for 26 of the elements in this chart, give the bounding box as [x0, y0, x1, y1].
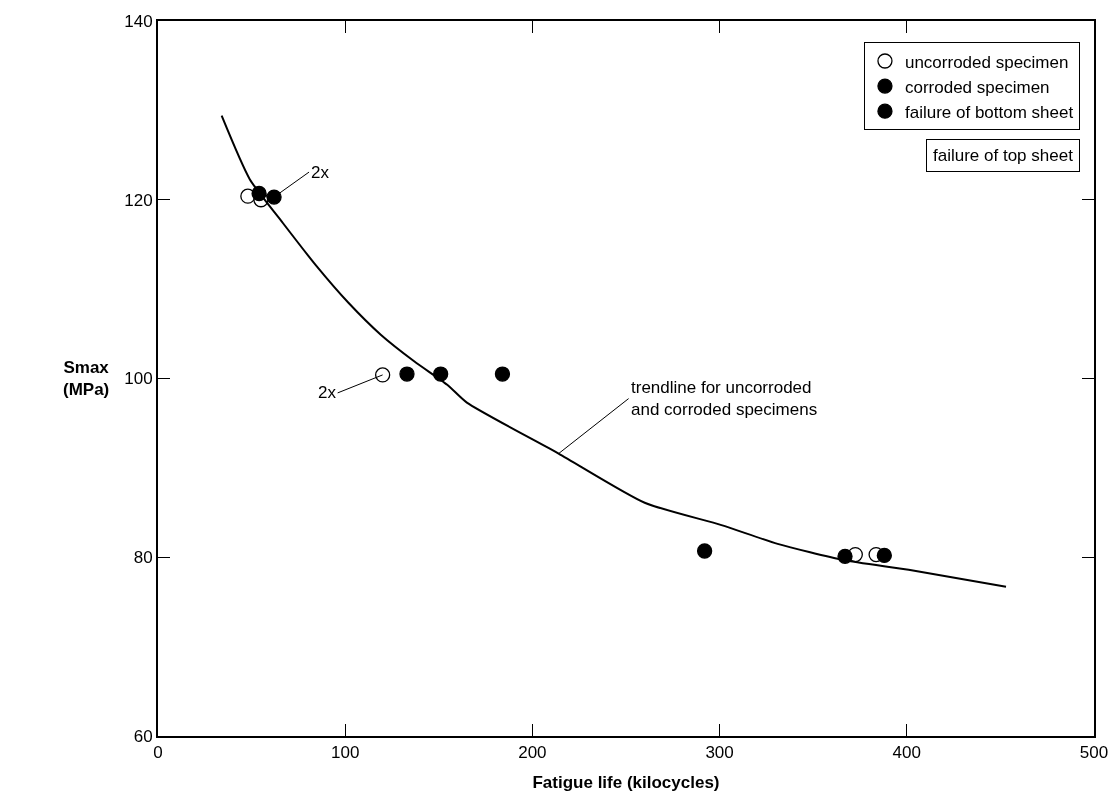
- annotation: trendline for uncorroded and corroded specimens: [631, 378, 818, 420]
- point: [399, 366, 415, 382]
- y-tick-label: 140: [124, 11, 153, 31]
- x-tick-label: 0: [153, 743, 163, 763]
- y-axis-title: Smax (MPa): [63, 358, 110, 400]
- annotation: 2x: [311, 163, 330, 182]
- legend-label: corroded specimen: [904, 77, 1050, 97]
- x-tick-label: 200: [518, 743, 547, 763]
- legend-label: uncorroded specimen: [904, 52, 1069, 72]
- y-tick-label: 60: [133, 726, 153, 746]
- y-tick-label: 120: [124, 190, 153, 210]
- x-axis-title: Fatigue life (kilocycles): [532, 773, 720, 793]
- point: [494, 366, 511, 382]
- annotation: failure of top sheet: [933, 146, 1074, 165]
- point: [696, 543, 713, 559]
- y-tick-label: 80: [133, 548, 153, 568]
- annotation: 2x: [318, 383, 337, 402]
- x-tick-label: 500: [1079, 743, 1109, 763]
- point: [266, 189, 282, 205]
- x-tick-label: 100: [331, 743, 360, 763]
- x-tick-label: 400: [892, 743, 921, 763]
- y-tick-label: 100: [124, 369, 153, 389]
- point: [375, 367, 391, 383]
- point: [876, 547, 892, 564]
- legend-label: failure of bottom sheet: [904, 102, 1074, 122]
- x-tick-label: 300: [705, 743, 734, 763]
